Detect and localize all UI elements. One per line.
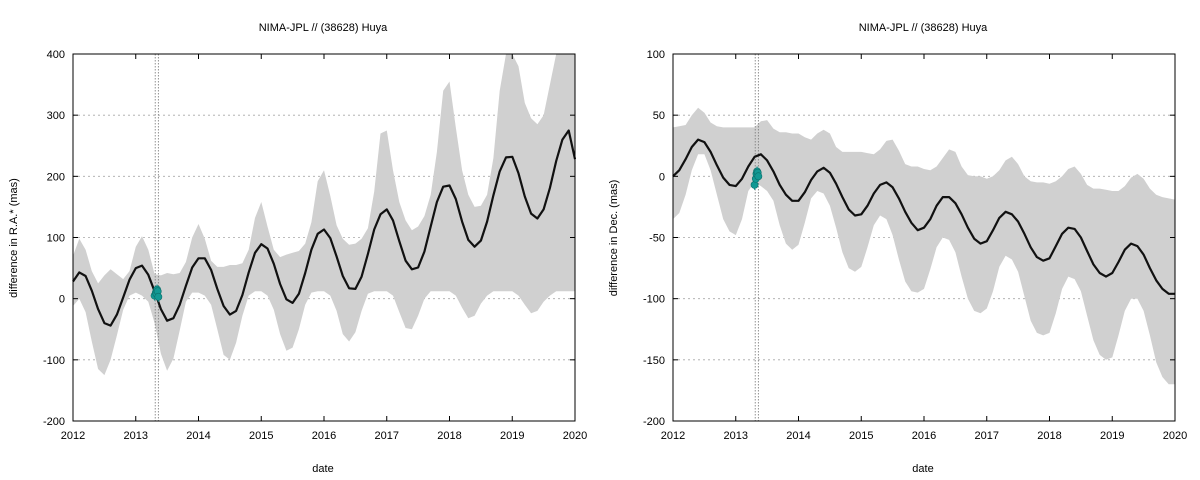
y-tick-label: 100 [647, 49, 665, 61]
ticks: -200 -100 0 100 200 300 400 2012 2013 2014 2015 201… [43, 49, 587, 442]
observations [750, 166, 763, 190]
x-tick-label: 2013 [724, 430, 748, 442]
y-tick-label: 100 [47, 233, 65, 245]
y-tick-label: -100 [643, 294, 665, 306]
x-tick-label: 2020 [563, 430, 587, 442]
x-tick-label: 2013 [124, 430, 148, 442]
x-tick-label: 2019 [500, 430, 524, 442]
x-tick-label: 2015 [249, 430, 273, 442]
chart-title: NIMA-JPL // (38628) Huya [259, 22, 388, 34]
x-tick-label: 2017 [375, 430, 399, 442]
y-axis-title: difference in R.A.* (mas) [8, 178, 20, 298]
x-tick-label: 2016 [312, 430, 336, 442]
x-axis-title: date [312, 463, 333, 475]
x-tick-label: 2015 [849, 430, 873, 442]
observations [150, 284, 163, 302]
x-tick-label: 2014 [186, 430, 210, 442]
y-tick-label: 0 [659, 171, 665, 183]
y-tick-label: 400 [47, 49, 65, 61]
ticks: -200 -150 -100 -50 0 50 100 2012 2013 2014 2015 201… [643, 49, 1187, 442]
difference-curve [672, 138, 1175, 295]
x-tick-label: 2012 [61, 430, 85, 442]
y-tick-label: -200 [43, 416, 65, 428]
y-tick-label: 300 [47, 110, 65, 122]
x-tick-label: 2018 [437, 430, 461, 442]
uncertainty-band [73, 54, 575, 376]
x-tick-label: 2016 [912, 430, 936, 442]
y-tick-label: 200 [47, 171, 65, 183]
y-tick-label: -100 [43, 355, 65, 367]
y-tick-label: -150 [643, 355, 665, 367]
x-tick-label: 2020 [1163, 430, 1187, 442]
x-tick-label: 2017 [975, 430, 999, 442]
x-tick-label: 2014 [786, 430, 810, 442]
y-tick-label: 0 [59, 294, 65, 306]
y-tick-label: 50 [653, 110, 665, 122]
x-tick-label: 2019 [1100, 430, 1124, 442]
x-axis-title: date [912, 463, 933, 475]
ra-chart: NIMA-JPL // (38628) Huya date difference… [8, 22, 587, 475]
difference-line [672, 138, 1175, 295]
observation-window [154, 54, 159, 421]
uncertainty-band [673, 107, 1175, 385]
observation-window [754, 54, 759, 421]
observation-point [754, 172, 763, 181]
y-tick-label: -200 [643, 416, 665, 428]
uncertainty-band-area [73, 54, 575, 376]
y-tick-label: -50 [649, 233, 665, 245]
observation-point [154, 292, 163, 301]
uncertainty-band-area [673, 107, 1175, 385]
chart-title: NIMA-JPL // (38628) Huya [859, 22, 988, 34]
y-axis-title: difference in Dec. (mas) [608, 180, 620, 297]
dec-chart: NIMA-JPL // (38628) Huya date difference… [608, 22, 1187, 475]
x-tick-label: 2018 [1037, 430, 1061, 442]
x-tick-label: 2012 [661, 430, 685, 442]
